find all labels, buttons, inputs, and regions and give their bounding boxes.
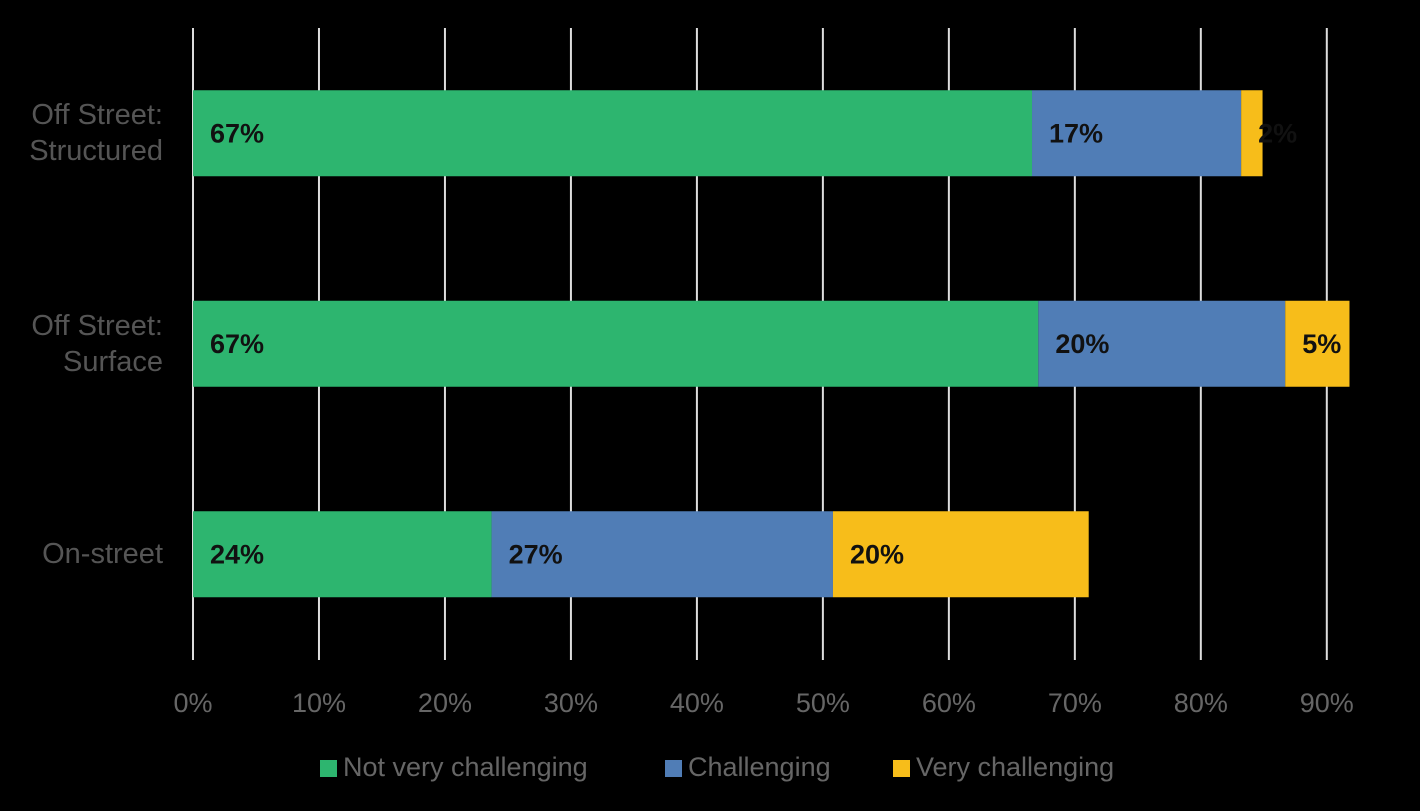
legend-label: Not very challenging xyxy=(343,752,588,782)
x-tick-label: 40% xyxy=(670,688,724,718)
x-tick-label: 70% xyxy=(1048,688,1102,718)
data-label: 67% xyxy=(210,329,264,359)
bar-segment xyxy=(193,511,492,598)
x-tick-label: 90% xyxy=(1300,688,1354,718)
x-tick-label: 10% xyxy=(292,688,346,718)
legend-label: Challenging xyxy=(688,752,831,782)
x-tick-label: 30% xyxy=(544,688,598,718)
bar-segment xyxy=(1038,300,1286,387)
data-label: 20% xyxy=(850,539,904,569)
legend-swatch xyxy=(665,760,682,777)
x-tick-label: 80% xyxy=(1174,688,1228,718)
bar-segment xyxy=(1032,90,1242,177)
data-label: 67% xyxy=(210,118,264,148)
legend-swatch xyxy=(320,760,337,777)
bar-segment xyxy=(491,511,833,598)
data-label: 17% xyxy=(1049,118,1103,148)
legend-swatch xyxy=(893,760,910,777)
x-tick-label: 20% xyxy=(418,688,472,718)
data-label: 5% xyxy=(1302,329,1341,359)
data-label: 27% xyxy=(509,539,563,569)
data-label: 2% xyxy=(1258,118,1297,148)
bar-segment xyxy=(193,300,1039,387)
legend-label: Very challenging xyxy=(916,752,1114,782)
x-tick-label: 0% xyxy=(173,688,212,718)
y-tick-label: On-street xyxy=(42,538,163,571)
data-label: 20% xyxy=(1055,329,1109,359)
x-tick-label: 60% xyxy=(922,688,976,718)
bar-segment xyxy=(1241,90,1263,177)
y-tick-label: Off Street: Surface xyxy=(31,309,163,378)
bar-segment xyxy=(1285,300,1350,387)
y-tick-label: Off Street: Structured xyxy=(29,99,163,168)
bar-segment xyxy=(193,90,1033,177)
data-label: 24% xyxy=(210,539,264,569)
bar-segment xyxy=(832,511,1089,598)
x-tick-label: 50% xyxy=(796,688,850,718)
